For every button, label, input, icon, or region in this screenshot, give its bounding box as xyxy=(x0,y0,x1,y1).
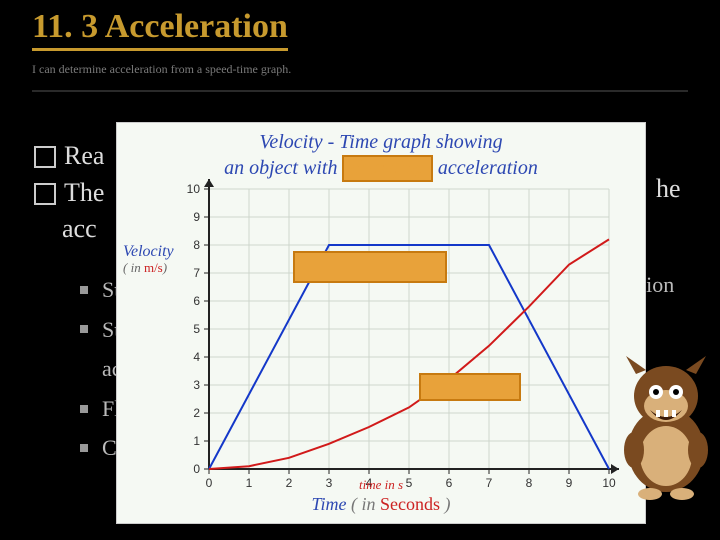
right-fragment: he xyxy=(656,174,681,204)
svg-text:7: 7 xyxy=(193,266,200,280)
title-text: 11. 3 Acceleration xyxy=(32,8,288,51)
svg-text:1: 1 xyxy=(193,434,200,448)
xlabel-par-post: ) xyxy=(440,494,451,514)
slide-title: 11. 3 Acceleration xyxy=(32,8,288,51)
x-axis-label: time in s Time ( in Seconds ) xyxy=(117,473,645,515)
svg-text:5: 5 xyxy=(193,322,200,336)
cartoon-character-icon xyxy=(606,350,720,500)
bullet-continuation: acc xyxy=(34,213,104,246)
body-text: Rea The acc xyxy=(34,140,104,250)
checkbox-icon xyxy=(34,146,56,168)
xlabel-sub: time in s xyxy=(359,477,403,492)
bullet-row: The xyxy=(34,177,104,210)
xlabel-par-pre: ( in xyxy=(351,494,380,514)
xlabel-par: Seconds xyxy=(380,494,440,514)
bullet-icon xyxy=(80,444,88,452)
divider xyxy=(32,90,688,92)
bullet-icon xyxy=(80,286,88,294)
bullet-icon xyxy=(80,325,88,333)
highlight-box xyxy=(419,373,521,401)
bullet-row: Rea xyxy=(34,140,104,173)
slide: 11. 3 Acceleration I can determine accel… xyxy=(0,0,720,540)
svg-text:3: 3 xyxy=(193,378,200,392)
svg-text:10: 10 xyxy=(187,182,201,196)
velocity-time-chart: Velocity - Time graph showing an object … xyxy=(116,122,646,524)
highlight-box xyxy=(293,251,447,283)
svg-text:8: 8 xyxy=(193,238,200,252)
chart-svg: 012345678910012345678910 xyxy=(117,123,645,523)
bullet-icon xyxy=(80,405,88,413)
svg-text:9: 9 xyxy=(193,210,200,224)
svg-text:4: 4 xyxy=(193,350,200,364)
svg-text:6: 6 xyxy=(193,294,200,308)
bullet-fragment: acc xyxy=(62,213,97,246)
xlabel-main: Time xyxy=(311,494,346,514)
svg-text:2: 2 xyxy=(193,406,200,420)
bullet-fragment: Rea xyxy=(64,140,104,173)
checkbox-icon xyxy=(34,183,56,205)
bullet-fragment: The xyxy=(64,177,104,210)
slide-subtitle: I can determine acceleration from a spee… xyxy=(32,62,291,77)
